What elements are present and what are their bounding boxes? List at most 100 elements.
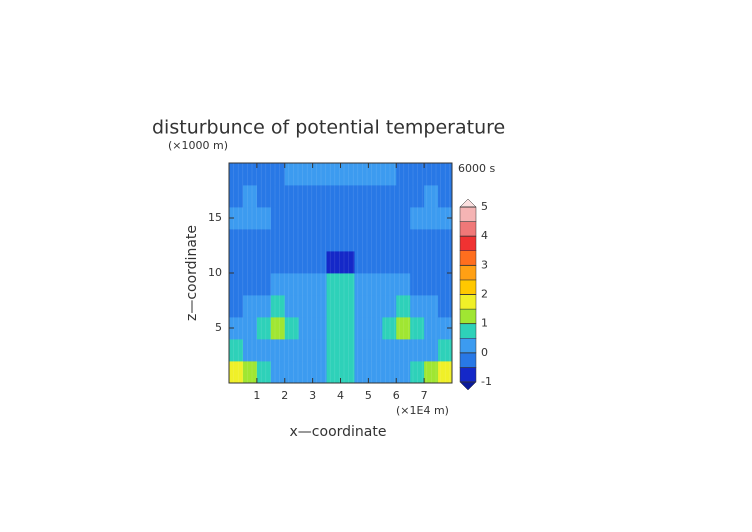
- colorbar-tick-label: 3: [481, 258, 488, 271]
- contour-cell: [312, 317, 327, 340]
- contour-cell: [368, 361, 383, 384]
- contour-cell: [229, 317, 244, 340]
- contour-cell: [410, 251, 425, 274]
- contour-cell: [229, 361, 244, 384]
- contour-cell: [284, 317, 300, 340]
- contour-cell: [270, 273, 286, 296]
- contour-cell: [284, 207, 300, 230]
- contour-cell: [312, 163, 327, 186]
- contour-cell: [242, 163, 258, 186]
- contour-cell: [410, 339, 425, 362]
- contour-cell: [284, 339, 300, 362]
- contour-cell: [298, 361, 314, 384]
- x-unit: (×1E4 m): [396, 404, 449, 417]
- contour-cell: [298, 317, 314, 340]
- y-tick-label: 10: [208, 266, 222, 279]
- contour-cell: [424, 295, 439, 318]
- contour-cell: [410, 317, 425, 340]
- contour-cell: [382, 207, 397, 230]
- contour-cell: [368, 339, 383, 362]
- contour-cell: [242, 207, 258, 230]
- colorbar-tick-label: -1: [481, 375, 492, 388]
- contour-cell: [284, 273, 300, 296]
- contour-cell: [284, 229, 300, 252]
- contour-cell: [298, 163, 314, 186]
- contour-cell: [256, 185, 272, 208]
- colorbar-band: [459, 279, 477, 295]
- chart-title: disturbunce of potential temperature: [152, 117, 505, 139]
- colorbar-tick-label: 2: [481, 288, 488, 301]
- contour-cell: [368, 207, 383, 230]
- y-unit: (×1000 m): [168, 139, 228, 152]
- contour-cell: [424, 163, 439, 186]
- contour-cell: [396, 317, 411, 340]
- x-tick-label: 2: [281, 389, 288, 402]
- contour-cell: [354, 361, 369, 384]
- contour-cell: [229, 251, 244, 274]
- contour-cell: [424, 361, 439, 384]
- contour-cell: [354, 339, 369, 362]
- x-tick-label: 1: [253, 389, 260, 402]
- contour-cell: [256, 207, 272, 230]
- contour-cell: [270, 185, 286, 208]
- contour-cell: [340, 207, 355, 230]
- colorbar-tick-label: 1: [481, 317, 488, 330]
- colorbar-band: [459, 250, 477, 266]
- contour-cell: [340, 295, 355, 318]
- contour-cell: [229, 207, 244, 230]
- colorbar-band: [459, 338, 477, 354]
- contour-cell: [229, 339, 244, 362]
- contour-cell: [326, 185, 341, 208]
- contour-cell: [396, 207, 411, 230]
- x-tick-label: 4: [337, 389, 344, 402]
- contour-cell: [382, 185, 397, 208]
- contour-cell: [438, 361, 453, 384]
- contour-cell: [410, 229, 425, 252]
- y-axis-label: z—coordinate: [184, 225, 200, 321]
- contour-cell: [410, 207, 425, 230]
- contour-cell: [298, 295, 314, 318]
- contour-cell: [368, 251, 383, 274]
- contour-cell: [410, 361, 425, 384]
- contour-cell: [424, 317, 439, 340]
- colorbar-band: [459, 352, 477, 368]
- contour-cell: [396, 185, 411, 208]
- contour-cell: [368, 229, 383, 252]
- contour-cell: [326, 229, 341, 252]
- contour-cell: [340, 229, 355, 252]
- contour-cell: [256, 163, 272, 186]
- x-tick-label: 6: [393, 389, 400, 402]
- contour-cell: [284, 185, 300, 208]
- contour-cell: [312, 295, 327, 318]
- contour-cell: [396, 339, 411, 362]
- contour-cell: [354, 207, 369, 230]
- contour-cell: [368, 317, 383, 340]
- y-tick-label: 5: [215, 321, 222, 334]
- contour-cell: [326, 163, 341, 186]
- contour-cell: [354, 251, 369, 274]
- contour-cell: [284, 361, 300, 384]
- contour-cell: [396, 273, 411, 296]
- contour-cell: [410, 295, 425, 318]
- contour-cell: [326, 317, 341, 340]
- contour-cell: [270, 295, 286, 318]
- contour-cell: [326, 361, 341, 384]
- contour-cell: [242, 317, 258, 340]
- contour-cell: [354, 229, 369, 252]
- contour-cell: [312, 229, 327, 252]
- colorbar-tick-label: 5: [481, 200, 488, 213]
- contour-cell: [438, 251, 453, 274]
- contour-cell: [229, 295, 244, 318]
- colorbar-under: [459, 381, 477, 391]
- contour-cell: [354, 317, 369, 340]
- colorbar-band: [459, 221, 477, 237]
- contour-cell: [340, 185, 355, 208]
- contour-cell: [284, 295, 300, 318]
- contour-cell: [298, 251, 314, 274]
- colorbar-band: [459, 265, 477, 281]
- contour-cell: [424, 229, 439, 252]
- contour-cell: [396, 229, 411, 252]
- contour-cell: [410, 273, 425, 296]
- contour-cell: [368, 295, 383, 318]
